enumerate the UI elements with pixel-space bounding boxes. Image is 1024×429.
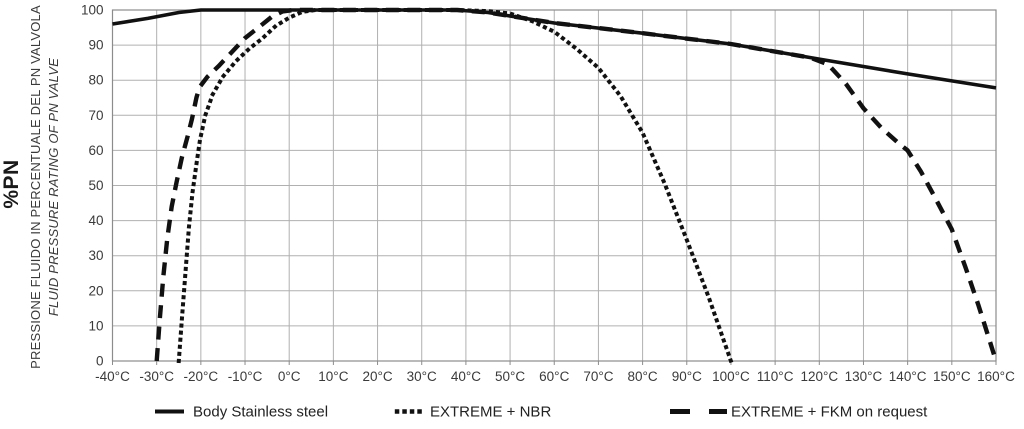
plot-frame — [111, 9, 997, 362]
y-axis-tick-labels: 0 10 20 30 40 50 60 70 80 90 100 — [81, 3, 104, 369]
x-tick-label: 50°C — [495, 369, 525, 384]
legend: Body Stainless steel EXTREME + NBR EXTRE… — [155, 404, 928, 421]
legend-label-extreme-nbr: EXTREME + NBR — [430, 404, 551, 421]
x-tick-label: -40°C — [95, 369, 130, 384]
y-tick-label: 50 — [88, 178, 103, 193]
y-tick-label: 60 — [88, 143, 103, 158]
y-axis-title-italian: PRESSIONE FLUIDO IN PERCENTUALE DEL PN V… — [28, 5, 43, 369]
grid-layer — [111, 9, 997, 365]
y-tick-label: 100 — [81, 3, 104, 18]
x-tick-label: 0°C — [278, 369, 301, 384]
x-tick-label: 100°C — [712, 369, 750, 384]
x-tick-label: 160°C — [977, 369, 1015, 384]
y-axis-title-pn: %PN — [0, 159, 23, 208]
x-tick-label: -30°C — [139, 369, 174, 384]
series-extreme-fkm-on-request — [154, 7, 999, 362]
x-tick-label: 70°C — [583, 369, 613, 384]
x-tick-label: -20°C — [184, 369, 219, 384]
x-tick-label: 40°C — [451, 369, 481, 384]
y-axis-title-english: FLUID PRESSURE RATING OF PN VALVE — [46, 58, 61, 316]
y-tick-label: 80 — [88, 73, 103, 88]
legend-label-body-stainless-steel: Body Stainless steel — [193, 404, 328, 421]
legend-label-extreme-fkm: EXTREME + FKM on request — [731, 404, 928, 421]
x-axis-tick-labels: -40°C -30°C -20°C -10°C 0°C 10°C 20°C 30°C 40°C 5… — [95, 369, 1015, 384]
y-tick-label: 20 — [88, 283, 103, 298]
x-tick-label: 150°C — [933, 369, 971, 384]
y-tick-label: 40 — [88, 213, 103, 228]
x-tick-label: 10°C — [318, 369, 348, 384]
x-tick-label: 60°C — [539, 369, 569, 384]
series-layer — [112, 7, 999, 364]
x-tick-label: 30°C — [407, 369, 437, 384]
y-tick-label: 30 — [88, 248, 103, 263]
x-tick-label: 110°C — [757, 369, 794, 384]
x-tick-label: 90°C — [672, 369, 702, 384]
x-tick-label: 130°C — [845, 369, 883, 384]
y-tick-label: 10 — [88, 318, 103, 333]
x-tick-label: 120°C — [800, 369, 838, 384]
series-extreme-nbr — [176, 8, 734, 364]
x-tick-label: 140°C — [889, 369, 927, 384]
y-tick-label: 90 — [88, 38, 103, 53]
y-tick-label: 70 — [88, 108, 103, 123]
x-tick-label: 80°C — [628, 369, 658, 384]
x-tick-label: 20°C — [362, 369, 392, 384]
x-tick-label: -10°C — [228, 369, 263, 384]
y-tick-label: 0 — [96, 354, 104, 369]
